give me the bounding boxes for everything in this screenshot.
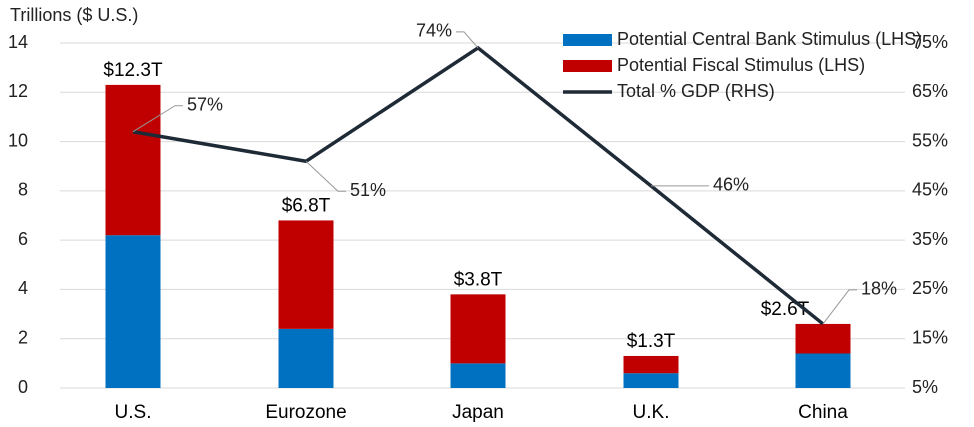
line-value-label: 74% [416,21,452,41]
total-label: $12.3T [103,60,163,81]
total-label: $1.3T [627,331,676,352]
y-tick-label: 14 [8,32,28,52]
y2-tick-label: 35% [912,229,948,249]
y2-tick-label: 25% [912,278,948,298]
bar-segment [795,323,851,354]
y-tick-label: 8 [18,180,28,200]
bar-segment [278,328,334,388]
total-label: $6.8T [282,195,331,216]
bar-segment [623,373,679,388]
leader-line [822,289,857,325]
x-tick-label: Japan [452,402,504,423]
y-tick-label: 2 [18,327,28,347]
legend-swatch [563,60,612,72]
y2-tick-label: 65% [912,81,948,101]
line-value-label: 18% [861,279,897,299]
bar-segment [105,84,161,236]
legend-label: Potential Central Bank Stimulus (LHS) [617,29,922,49]
y-tick-label: 6 [18,229,28,249]
y2-tick-label: 75% [912,32,948,52]
line [132,45,825,326]
x-tick-label: U.S. [115,402,152,423]
y-tick-label: 4 [18,278,28,298]
leader-line [305,160,346,192]
y-tick-label: 10 [8,130,28,150]
y2-tick-label: 55% [912,130,948,150]
y-tick-label: 12 [8,81,28,101]
bar-segment [450,363,506,388]
leader-line [456,31,479,49]
y2-tick-label: 45% [912,180,948,200]
bar-segment [795,353,851,388]
legend-swatch [563,34,612,46]
bar-segment [623,355,679,374]
y2-tick-label: 5% [912,377,938,397]
x-tick-label: U.K. [633,402,670,423]
bar-segment [450,294,506,364]
x-tick-label: China [798,402,848,423]
line-value-label: 57% [187,94,223,114]
y2-tick-label: 15% [912,327,948,347]
bar-segment [278,220,334,329]
line-value-label: 51% [350,180,386,200]
leader-line [132,105,183,133]
line-value-label: 46% [713,175,749,195]
y-axis-label: Trillions ($ U.S.) [10,5,138,25]
legend-label: Total % GDP (RHS) [617,81,775,101]
x-tick-label: Eurozone [265,402,346,423]
bar-segment [105,235,161,388]
total-label: $3.8T [454,269,503,290]
y-tick-label: 0 [18,377,28,397]
legend-label: Potential Fiscal Stimulus (LHS) [617,55,865,75]
